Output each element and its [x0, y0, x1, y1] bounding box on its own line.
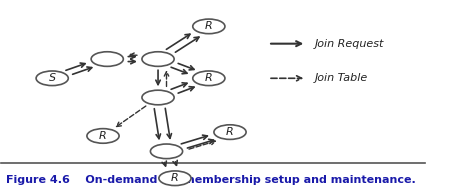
Text: R: R [205, 21, 213, 31]
Circle shape [159, 171, 191, 185]
Circle shape [36, 71, 68, 86]
Circle shape [142, 52, 174, 66]
Text: Join Table: Join Table [315, 73, 368, 83]
Circle shape [193, 19, 225, 34]
Text: Figure 4.6    On-demand for membership setup and maintenance.: Figure 4.6 On-demand for membership setu… [6, 175, 415, 185]
Text: R: R [205, 73, 213, 83]
Text: R: R [99, 131, 107, 141]
Circle shape [91, 52, 123, 66]
Circle shape [193, 71, 225, 86]
Circle shape [87, 129, 119, 143]
Circle shape [150, 144, 183, 159]
Text: R: R [226, 127, 234, 137]
Text: S: S [49, 73, 56, 83]
Text: R: R [171, 173, 179, 183]
Circle shape [214, 125, 246, 139]
Text: Join Request: Join Request [315, 39, 384, 49]
Circle shape [142, 90, 174, 105]
